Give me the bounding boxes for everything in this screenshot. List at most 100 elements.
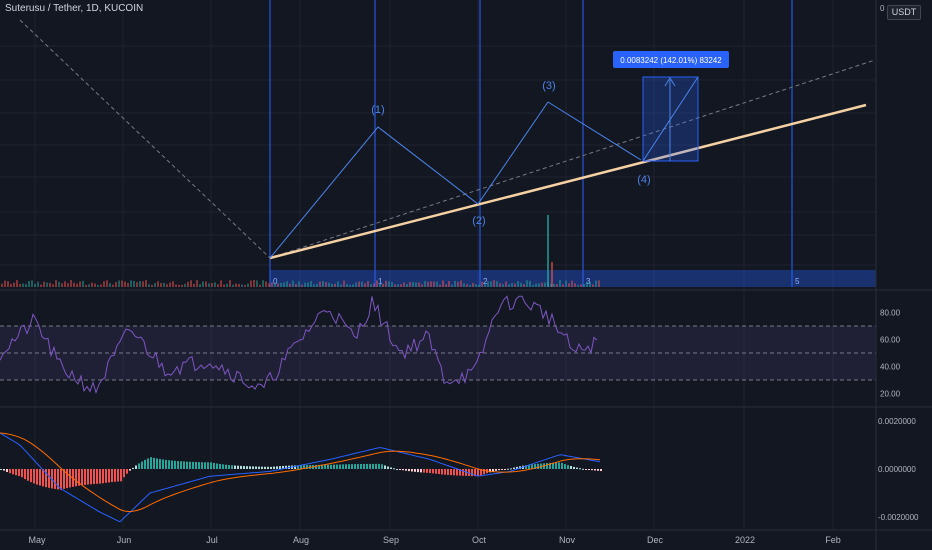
volume-bar: [22, 283, 24, 287]
macd-histogram-bar: [231, 465, 233, 469]
volume-bar: [367, 281, 369, 287]
macd-histogram-bar: [318, 464, 320, 469]
volume-bar: [244, 284, 246, 287]
macd-histogram-bar: [336, 464, 338, 469]
macd-histogram-bar: [252, 466, 254, 469]
volume-bar: [541, 282, 543, 287]
macd-histogram-bar: [333, 464, 335, 469]
volume-bar: [91, 282, 93, 287]
macd-histogram-bar: [126, 469, 128, 474]
macd-histogram-bar: [39, 469, 41, 486]
macd-histogram-bar: [483, 469, 485, 475]
volume-bar: [490, 281, 492, 287]
volume-bar: [355, 282, 357, 287]
macd-histogram-bar: [492, 469, 494, 472]
volume-bar: [283, 282, 285, 287]
macd-histogram-bar: [135, 465, 137, 469]
volume-bar: [481, 281, 483, 287]
volume-bar: [463, 283, 465, 287]
volume-bar: [562, 284, 564, 287]
volume-bar: [112, 284, 114, 287]
wave-label: (4): [637, 174, 650, 186]
macd-histogram-bar: [204, 462, 206, 469]
volume-bar: [118, 280, 120, 287]
wave-label: (1): [371, 104, 384, 116]
macd-histogram-bar: [366, 463, 368, 469]
volume-bar: [391, 282, 393, 287]
macd-histogram-bar: [375, 463, 377, 469]
volume-bar: [295, 283, 297, 287]
volume-bar: [220, 280, 222, 287]
macd-histogram-bar: [441, 469, 443, 475]
volume-bar: [199, 284, 201, 287]
macd-histogram-bar: [159, 458, 161, 469]
macd-histogram-bar: [21, 469, 23, 478]
volume-bar: [121, 280, 123, 287]
macd-histogram-bar: [537, 463, 539, 469]
macd-histogram-bar: [345, 464, 347, 469]
time-axis-label: 2022: [735, 535, 755, 545]
macd-histogram-bar: [222, 464, 224, 469]
macd-histogram-bar: [417, 469, 419, 473]
macd-histogram-bar: [525, 465, 527, 469]
volume-bar: [526, 280, 528, 287]
volume-bar: [430, 281, 432, 287]
macd-histogram-bar: [456, 469, 458, 476]
macd-histogram-bar: [531, 464, 533, 469]
volume-bar: [376, 280, 378, 287]
macd-histogram-bar: [360, 464, 362, 469]
macd-histogram-bar: [414, 469, 416, 472]
macd-histogram-bar: [297, 465, 299, 469]
macd-histogram-bar: [516, 466, 518, 469]
macd-histogram-bar: [3, 469, 5, 471]
macd-histogram-bar: [96, 469, 98, 484]
volume-bar: [7, 281, 9, 287]
macd-histogram-bar: [468, 469, 470, 476]
volume-bar: [157, 281, 159, 287]
volume-bar: [325, 282, 327, 287]
volume-bar: [154, 283, 156, 287]
volume-bar: [271, 282, 273, 287]
volume-bar: [61, 283, 63, 287]
time-cycle-lines[interactable]: 0 1 2 3 5: [269, 0, 876, 287]
volume-bar: [85, 284, 87, 287]
chart-drawings[interactable]: 0.0083242 (142.01%) 83242 (1) (2) (3) (4): [19, 19, 876, 260]
volume-bar: [457, 281, 459, 287]
volume-bar: [373, 283, 375, 287]
time-axis-label: Jun: [117, 535, 132, 545]
volume-bar: [469, 284, 471, 287]
volume-bar: [25, 283, 27, 287]
volume-bar: [1, 283, 3, 287]
rsi-indicator-pane[interactable]: [0, 295, 876, 394]
macd-histogram-bar: [420, 469, 422, 473]
macd-histogram-bar: [75, 469, 77, 487]
volume-bar: [184, 283, 186, 287]
volume-bar: [385, 280, 387, 287]
volume-bar: [241, 284, 243, 287]
macd-histogram-bar: [276, 466, 278, 469]
volume-bar: [265, 281, 267, 287]
macd-histogram-bar: [546, 463, 548, 469]
macd-histogram-bar: [447, 469, 449, 475]
time-axis-label: May: [28, 535, 46, 545]
elliott-wave-path: [269, 101, 642, 259]
macd-histogram-bar: [411, 469, 413, 472]
volume-bar: [538, 283, 540, 287]
macd-histogram-bar: [219, 463, 221, 469]
volume-bar: [520, 282, 522, 287]
volume-bar: [571, 280, 573, 287]
volume-bar: [226, 283, 228, 287]
volume-bar: [514, 283, 516, 287]
volume-bar: [43, 281, 45, 287]
macd-indicator-pane[interactable]: [0, 432, 602, 523]
chart-title[interactable]: Suterusu / Tether, 1D, KUCOIN: [5, 3, 144, 14]
macd-histogram-bar: [399, 469, 401, 470]
macd-histogram-bar: [225, 464, 227, 469]
measure-label: 0.0083242 (142.01%) 83242: [620, 56, 722, 65]
currency-badge[interactable]: USDT: [887, 5, 921, 20]
macd-histogram-bar: [306, 465, 308, 469]
volume-bar: [34, 283, 36, 287]
volume-bar: [436, 281, 438, 287]
volume-bar: [580, 284, 582, 287]
